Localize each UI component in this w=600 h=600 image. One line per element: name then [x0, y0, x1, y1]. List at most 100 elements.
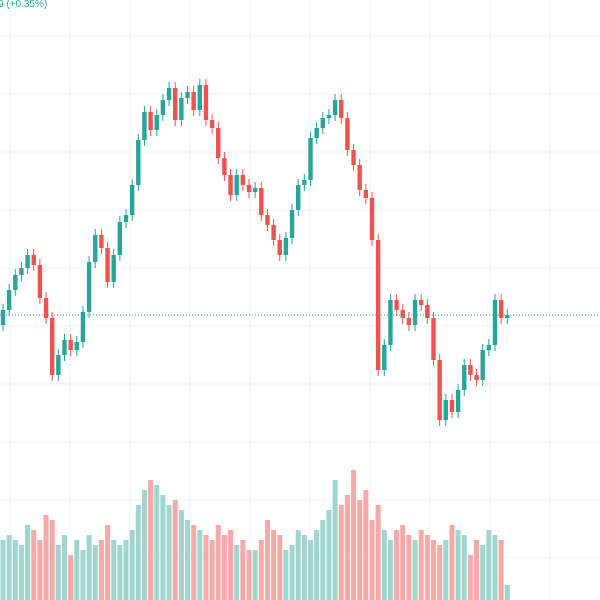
volume-bar	[31, 530, 37, 600]
candle-body	[166, 88, 172, 100]
candle-body	[129, 185, 135, 215]
candle-body	[259, 188, 264, 215]
candle-body	[375, 240, 381, 370]
candle-body	[486, 345, 492, 350]
volume-bar	[498, 540, 504, 600]
volume-bar	[443, 540, 449, 600]
candle-body	[400, 310, 405, 318]
volume-bar	[326, 510, 332, 600]
candle-body	[345, 118, 350, 150]
volume-bar	[406, 535, 412, 600]
candle-body	[37, 265, 43, 298]
volume-bar	[295, 530, 301, 600]
volume-bar	[277, 535, 283, 600]
volume-bar	[449, 525, 455, 600]
candle-body	[449, 400, 455, 412]
volume-bar	[357, 500, 363, 600]
volume-bar	[258, 540, 264, 600]
candle-body	[326, 115, 332, 118]
volume-bar	[412, 540, 418, 600]
candle-body	[332, 100, 338, 115]
volume-bar	[135, 505, 141, 600]
volume-bar	[129, 530, 135, 600]
volume-bar	[25, 525, 31, 600]
volume-bar	[387, 540, 393, 600]
candle-body	[302, 180, 307, 185]
volume-bar	[369, 520, 375, 600]
candle-body	[388, 300, 393, 345]
candle-body	[357, 165, 362, 190]
candle-body	[480, 350, 485, 380]
candle-body	[437, 360, 442, 420]
volume-bar	[105, 525, 111, 600]
volume-bar	[62, 535, 67, 600]
volume-bar	[301, 535, 307, 600]
candle-body	[431, 318, 436, 360]
volume-bar	[234, 545, 240, 600]
volume-bar	[492, 535, 498, 600]
candle-body	[62, 340, 67, 355]
volume-bar	[18, 545, 24, 600]
candle-body	[68, 340, 73, 350]
volume-bar	[332, 480, 338, 600]
volume-bar	[98, 540, 104, 600]
volume-bar	[240, 540, 246, 600]
volume-bar	[228, 530, 234, 600]
volume-bar	[154, 485, 160, 600]
candle-layer	[0, 79, 510, 426]
volume-bar	[504, 585, 510, 600]
volume-bar	[264, 520, 270, 600]
volume-bar	[43, 515, 49, 600]
volume-bar	[394, 530, 400, 600]
volume-bar	[166, 505, 172, 600]
volume-bar	[381, 530, 387, 600]
volume-bar	[92, 545, 98, 600]
volume-bar	[344, 495, 350, 600]
volume-bar	[141, 490, 147, 600]
volume-bar	[86, 535, 92, 600]
candle-body	[0, 310, 6, 325]
volume-bar	[74, 540, 80, 600]
volume-bar	[308, 540, 313, 600]
candle-body	[148, 112, 153, 130]
volume-bar	[271, 530, 277, 600]
volume-bar	[203, 535, 209, 600]
candle-body	[216, 128, 221, 158]
candle-body	[19, 268, 24, 275]
volume-bar	[209, 540, 215, 600]
candle-body	[222, 158, 227, 175]
candle-body	[31, 255, 36, 265]
candle-body	[197, 85, 202, 110]
candle-body	[203, 85, 209, 120]
candle-body	[498, 300, 504, 318]
volume-bar	[197, 530, 203, 600]
volume-bar	[68, 555, 74, 600]
volume-bar	[283, 550, 289, 600]
volume-bar	[160, 495, 166, 600]
candle-body	[265, 215, 270, 225]
candle-body	[234, 175, 239, 195]
volume-bar	[320, 520, 326, 600]
volume-bar	[221, 535, 227, 600]
candle-body	[173, 88, 178, 120]
volume-bar	[178, 510, 184, 600]
volume-bar	[474, 540, 480, 600]
volume-bar	[55, 545, 61, 600]
candle-body	[25, 255, 30, 268]
candle-body	[50, 318, 55, 375]
candle-body	[296, 185, 301, 210]
volume-bar	[252, 550, 258, 600]
volume-bar	[185, 520, 190, 600]
volume-bar	[111, 540, 117, 600]
volume-bar	[289, 545, 295, 600]
candle-body	[185, 92, 190, 98]
candle-body	[43, 298, 49, 318]
candle-body	[105, 248, 110, 282]
candle-body	[412, 300, 418, 325]
candle-body	[154, 115, 159, 130]
candle-body	[406, 318, 412, 325]
volume-bar	[80, 550, 86, 600]
candle-body	[99, 235, 104, 248]
volume-bar	[400, 525, 406, 600]
candle-body	[443, 400, 448, 420]
